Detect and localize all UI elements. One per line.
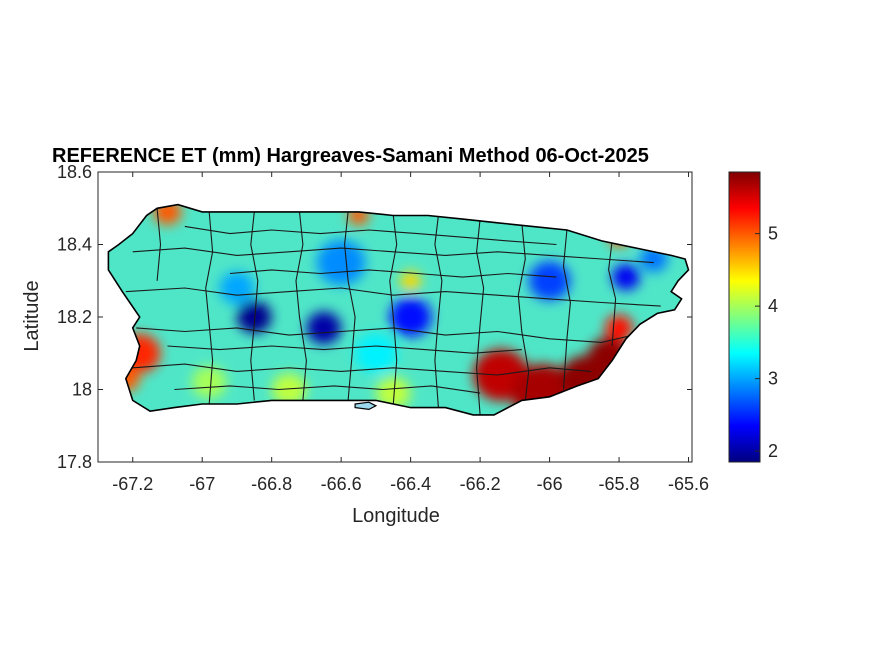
municipal-boundary [344,211,356,401]
x-tick-label: -66.2 [460,474,501,494]
municipal-boundary [250,211,259,401]
et-hotspot [528,261,571,301]
x-axis-label: Longitude [352,505,440,527]
municipal-boundary [136,327,634,343]
municipal-boundary [295,211,307,401]
colorbar-tick-label: 4 [768,296,778,316]
x-tick-label: -67.2 [112,474,153,494]
chart-title: REFERENCE ET (mm) Hargreaves-Samani Meth… [52,145,649,167]
island-coastline [107,203,690,416]
x-tick-label: -66.8 [251,474,292,494]
y-tick-label: 18.6 [57,162,92,182]
municipal-boundary [608,240,617,347]
et-hotspot [375,376,411,410]
x-axis: -67.2 -67 -66.8 -66.6 -66.4 -66.2 -66 -65.8 -65.… [112,172,709,494]
et-hotspot [605,314,633,341]
municipal-boundary [184,225,557,246]
municipal-boundary [517,222,530,401]
x-tick-label: -66.6 [321,474,362,494]
et-hotspot [400,270,422,291]
municipal-boundary [476,219,485,415]
municipal-boundary [562,229,571,390]
municipal-boundaries [125,208,661,415]
et-hotspot [219,271,255,305]
et-hotspot [271,373,307,406]
islet-coastline [354,401,378,411]
colorbar [728,171,761,463]
municipal-boundary [167,345,522,354]
et-hotspot [306,311,342,345]
colorbar-tick-label: 2 [768,441,778,461]
et-hotspot [316,239,366,286]
municipal-boundary [132,247,654,264]
y-axis: 17.8 18 18.2 18.4 18.6 [57,162,692,472]
y-tick-label: 18.2 [57,307,92,327]
y-tick-label: 18 [72,380,92,400]
et-hotspot [612,264,640,291]
municipal-boundary [156,208,162,281]
municipal-boundary [434,215,443,408]
x-tick-label: -65.8 [599,474,640,494]
x-tick-label: -65.6 [668,474,709,494]
y-axis-label: Latitude [21,280,43,351]
colorbar-tick-label: 5 [768,224,778,244]
et-hotspot [236,300,272,334]
colorbar-ticks: 2 3 4 5 [755,224,778,461]
colorbar-tick-label: 3 [768,369,778,389]
x-tick-label: -67 [189,474,215,494]
y-tick-label: 17.8 [57,452,92,472]
municipal-boundary [229,269,557,278]
y-tick-label: 18.4 [57,235,92,255]
et-hotspot [389,297,432,337]
x-tick-label: -66 [537,474,563,494]
et-hotspot [191,365,227,399]
municipal-boundary [174,385,481,394]
municipal-boundary [132,363,592,376]
x-tick-label: -66.4 [390,474,431,494]
et-hotspot [355,333,397,373]
municipal-boundary [125,287,661,307]
